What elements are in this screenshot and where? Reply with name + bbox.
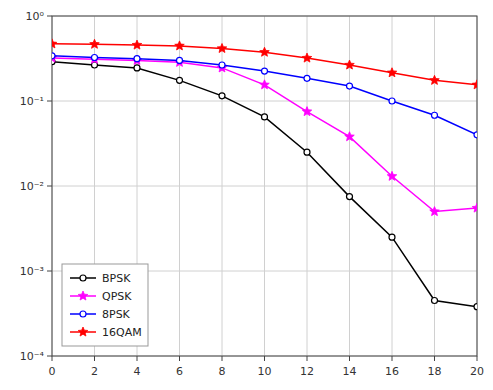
marker-star (52, 39, 57, 48)
tick-label: 20 (470, 365, 484, 378)
marker-star (217, 63, 227, 72)
marker-circle (389, 234, 395, 240)
marker-star (52, 53, 57, 62)
tick-mark (47, 16, 52, 17)
legend-label: 8PSK (102, 308, 131, 321)
tick-mark (392, 356, 393, 361)
marker-circle (304, 149, 310, 155)
series-line (52, 58, 477, 212)
legend-marker (80, 311, 86, 317)
grid (52, 16, 477, 356)
series (52, 53, 477, 138)
tick-mark (349, 356, 350, 361)
marker-star (175, 41, 185, 50)
marker-star (90, 54, 100, 63)
marker-circle (474, 304, 477, 310)
marker-circle (432, 112, 438, 118)
tick-label: 10⁻² (20, 180, 44, 193)
tick-label: 10 (258, 365, 272, 378)
tick-mark (52, 356, 53, 361)
marker-circle (432, 297, 438, 303)
tick-mark (179, 356, 180, 361)
marker-star (387, 68, 397, 77)
series (52, 53, 477, 216)
tick-mark (137, 356, 138, 361)
series (52, 39, 477, 89)
tick-label: 12 (300, 365, 314, 378)
tick-label: 16 (385, 365, 399, 378)
grid-line (52, 186, 477, 187)
marker-star (217, 43, 227, 52)
tick-mark (434, 356, 435, 361)
tick-mark (47, 101, 52, 102)
legend-label: QPSK (102, 290, 132, 303)
tick-mark (264, 356, 265, 361)
tick-label: 2 (91, 365, 98, 378)
legend-marker (78, 327, 88, 336)
marker-circle (219, 93, 225, 99)
tick-label: 4 (134, 365, 141, 378)
marker-star (472, 80, 477, 89)
tick-label: 10⁰ (26, 10, 45, 23)
marker-star (302, 107, 312, 116)
plot-frame (52, 16, 477, 356)
tick-mark (47, 186, 52, 187)
tick-label: 8 (219, 365, 226, 378)
tick-label: 10⁻¹ (20, 95, 44, 108)
tick-mark (94, 356, 95, 361)
marker-star (90, 39, 100, 48)
marker-star (387, 171, 397, 180)
marker-circle (92, 54, 98, 60)
marker-star (472, 203, 477, 212)
marker-circle (304, 75, 310, 81)
marker-star (430, 207, 440, 216)
marker-circle (52, 53, 55, 59)
tick-mark (307, 356, 308, 361)
legend: BPSK QPSK 8PSK 16QAM (62, 264, 148, 346)
marker-star (430, 75, 440, 84)
marker-star (175, 57, 185, 66)
marker-circle (389, 98, 395, 104)
tick-label: 6 (176, 365, 183, 378)
tick-label: 10⁻⁴ (20, 350, 45, 363)
marker-circle (347, 83, 353, 89)
legend-box (62, 264, 148, 346)
marker-star (132, 40, 142, 49)
series-line (52, 44, 477, 85)
marker-star (260, 47, 270, 56)
legend-marker (78, 291, 88, 300)
marker-circle (262, 114, 268, 120)
marker-circle (177, 77, 183, 83)
tick-mark (477, 356, 478, 361)
plot-background (52, 16, 477, 356)
marker-star (260, 80, 270, 89)
tick-mark (47, 271, 52, 272)
tick-label: 10⁻³ (20, 265, 44, 278)
marker-circle (219, 62, 225, 68)
marker-circle (262, 68, 268, 74)
legend-marker (80, 275, 86, 281)
series (52, 59, 477, 310)
legend-label: BPSK (102, 272, 131, 285)
marker-circle (177, 57, 183, 63)
axes: 0 2 4 6 8 10 12 14 16 18 20 10⁻⁴ 10⁻³ 10⁻² 10⁻¹ 10⁰ (20, 10, 484, 378)
marker-circle (347, 194, 353, 200)
legend-label: 16QAM (102, 326, 142, 339)
chart: 0 2 4 6 8 10 12 14 16 18 20 10⁻⁴ 10⁻³ 10⁻² 10⁻¹ 10⁰ BPSK… (0, 0, 493, 390)
marker-star (302, 53, 312, 62)
marker-star (132, 55, 142, 64)
marker-circle (134, 65, 140, 71)
marker-star (345, 60, 355, 69)
marker-circle (134, 56, 140, 62)
series-line (52, 56, 477, 135)
tick-label: 0 (49, 365, 56, 378)
grid-line (52, 101, 477, 102)
tick-label: 14 (343, 365, 357, 378)
tick-mark (47, 356, 52, 357)
tick-mark (222, 356, 223, 361)
tick-label: 18 (428, 365, 442, 378)
marker-star (345, 132, 355, 141)
marker-circle (474, 132, 477, 138)
